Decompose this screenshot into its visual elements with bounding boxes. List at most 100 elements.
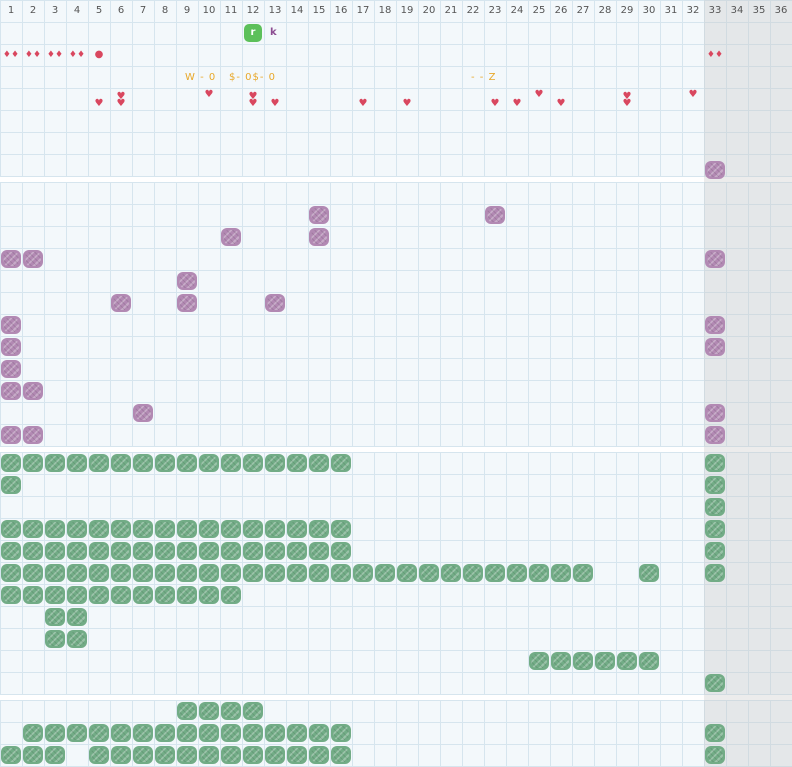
green-block[interactable] — [287, 746, 307, 764]
green-block[interactable] — [23, 564, 43, 582]
green-block[interactable] — [1, 564, 21, 582]
green-block[interactable] — [221, 586, 241, 604]
purple-block[interactable] — [485, 206, 505, 224]
green-block[interactable] — [177, 746, 197, 764]
green-block[interactable] — [89, 586, 109, 604]
green-block[interactable] — [705, 520, 725, 538]
purple-block[interactable] — [1, 426, 21, 444]
green-block[interactable] — [221, 724, 241, 742]
green-block[interactable] — [705, 454, 725, 472]
green-block[interactable] — [177, 454, 197, 472]
green-block[interactable] — [199, 564, 219, 582]
green-block[interactable] — [45, 746, 65, 764]
green-block[interactable] — [155, 454, 175, 472]
green-block[interactable] — [309, 746, 329, 764]
green-block[interactable] — [529, 564, 549, 582]
green-block[interactable] — [353, 564, 373, 582]
purple-block[interactable] — [705, 404, 725, 422]
green-block[interactable] — [309, 564, 329, 582]
green-block[interactable] — [617, 652, 637, 670]
green-block[interactable] — [1, 746, 21, 764]
player-token[interactable]: r — [244, 24, 262, 42]
green-block[interactable] — [1, 520, 21, 538]
purple-block[interactable] — [1, 250, 21, 268]
green-block[interactable] — [155, 746, 175, 764]
green-block[interactable] — [243, 564, 263, 582]
green-block[interactable] — [155, 542, 175, 560]
green-block[interactable] — [705, 746, 725, 764]
purple-block[interactable] — [309, 206, 329, 224]
green-block[interactable] — [155, 564, 175, 582]
green-block[interactable] — [551, 564, 571, 582]
purple-block[interactable] — [177, 294, 197, 312]
green-block[interactable] — [265, 564, 285, 582]
green-block[interactable] — [705, 724, 725, 742]
green-block[interactable] — [111, 564, 131, 582]
green-block[interactable] — [155, 520, 175, 538]
purple-block[interactable] — [1, 382, 21, 400]
purple-block[interactable] — [23, 250, 43, 268]
green-block[interactable] — [221, 454, 241, 472]
green-block[interactable] — [243, 746, 263, 764]
green-block[interactable] — [199, 746, 219, 764]
purple-block[interactable] — [221, 228, 241, 246]
green-block[interactable] — [1, 542, 21, 560]
green-block[interactable] — [419, 564, 439, 582]
green-block[interactable] — [639, 564, 659, 582]
green-block[interactable] — [287, 520, 307, 538]
green-block[interactable] — [45, 586, 65, 604]
green-block[interactable] — [265, 724, 285, 742]
green-block[interactable] — [89, 724, 109, 742]
green-block[interactable] — [243, 454, 263, 472]
green-block[interactable] — [265, 746, 285, 764]
green-block[interactable] — [243, 542, 263, 560]
purple-block[interactable] — [1, 316, 21, 334]
green-block[interactable] — [67, 564, 87, 582]
green-block[interactable] — [309, 542, 329, 560]
green-block[interactable] — [67, 586, 87, 604]
green-block[interactable] — [639, 652, 659, 670]
purple-block[interactable] — [705, 161, 725, 179]
green-block[interactable] — [309, 454, 329, 472]
purple-block[interactable] — [111, 294, 131, 312]
green-block[interactable] — [375, 564, 395, 582]
green-block[interactable] — [45, 564, 65, 582]
green-block[interactable] — [89, 542, 109, 560]
green-block[interactable] — [331, 454, 351, 472]
green-block[interactable] — [221, 542, 241, 560]
green-block[interactable] — [199, 586, 219, 604]
green-block[interactable] — [67, 608, 87, 626]
green-block[interactable] — [177, 564, 197, 582]
green-block[interactable] — [221, 702, 241, 720]
green-block[interactable] — [23, 454, 43, 472]
green-block[interactable] — [287, 542, 307, 560]
purple-block[interactable] — [309, 228, 329, 246]
green-block[interactable] — [67, 520, 87, 538]
green-block[interactable] — [45, 724, 65, 742]
green-block[interactable] — [265, 520, 285, 538]
green-block[interactable] — [1, 586, 21, 604]
green-block[interactable] — [45, 608, 65, 626]
green-block[interactable] — [133, 746, 153, 764]
green-block[interactable] — [331, 724, 351, 742]
green-block[interactable] — [287, 454, 307, 472]
purple-block[interactable] — [1, 338, 21, 356]
green-block[interactable] — [67, 454, 87, 472]
green-block[interactable] — [331, 746, 351, 764]
green-block[interactable] — [705, 542, 725, 560]
green-block[interactable] — [133, 454, 153, 472]
green-block[interactable] — [221, 746, 241, 764]
green-block[interactable] — [199, 724, 219, 742]
green-block[interactable] — [133, 724, 153, 742]
green-block[interactable] — [111, 724, 131, 742]
green-block[interactable] — [287, 724, 307, 742]
green-block[interactable] — [441, 564, 461, 582]
green-block[interactable] — [265, 454, 285, 472]
green-block[interactable] — [199, 542, 219, 560]
green-block[interactable] — [67, 630, 87, 648]
green-block[interactable] — [199, 454, 219, 472]
green-block[interactable] — [89, 520, 109, 538]
green-block[interactable] — [331, 520, 351, 538]
purple-block[interactable] — [133, 404, 153, 422]
